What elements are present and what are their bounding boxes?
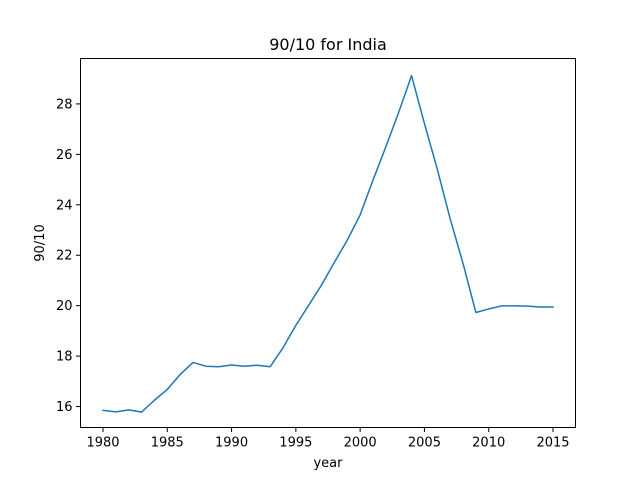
x-tick-label: 1990 xyxy=(215,436,248,451)
y-axis-label: 90/10 xyxy=(33,224,48,261)
x-tick-label: 1980 xyxy=(86,436,119,451)
x-axis-label: year xyxy=(313,456,343,471)
y-axis: 16 18 20 22 24 26 28 xyxy=(56,97,81,415)
x-tick-label: 2000 xyxy=(344,436,377,451)
y-tick-label: 28 xyxy=(56,97,73,112)
x-tick-label: 1995 xyxy=(279,436,312,451)
y-tick-label: 18 xyxy=(56,350,73,365)
series-line xyxy=(102,74,554,413)
plot-frame xyxy=(80,58,576,428)
y-tick-label: 20 xyxy=(56,299,73,314)
x-axis: 1980 1985 1990 1995 2000 2005 2010 2015 xyxy=(86,427,570,451)
plot-area xyxy=(102,74,554,413)
chart-title: 90/10 for India xyxy=(269,35,387,54)
x-tick-label: 2010 xyxy=(472,436,505,451)
y-tick-label: 24 xyxy=(56,198,73,213)
x-tick-label: 2015 xyxy=(536,436,569,451)
y-tick-label: 16 xyxy=(56,400,73,415)
x-tick-label: 2005 xyxy=(408,436,441,451)
y-tick-label: 22 xyxy=(56,249,73,264)
y-tick-label: 26 xyxy=(56,148,73,163)
x-tick-label: 1985 xyxy=(151,436,184,451)
